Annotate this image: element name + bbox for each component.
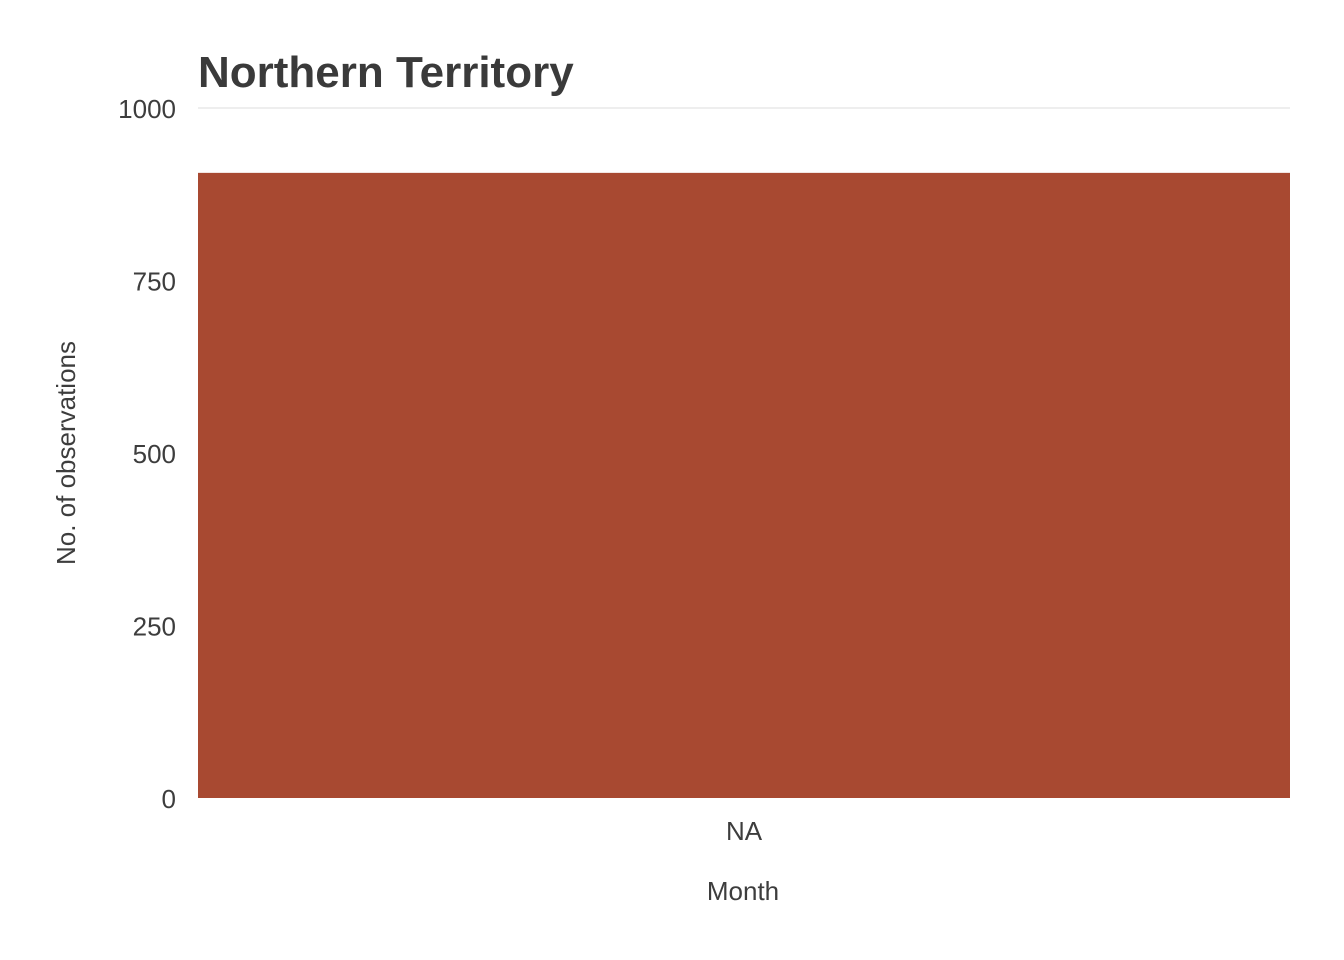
y-tick-label: 250: [133, 612, 176, 642]
y-axis-ticks: 0 250 500 750 1000: [118, 94, 176, 814]
x-tick-label: NA: [726, 816, 763, 846]
y-tick-label: 1000: [118, 94, 176, 124]
y-tick-label: 750: [133, 267, 176, 297]
bar-layer: [198, 172, 1290, 799]
y-tick-label: 500: [133, 439, 176, 469]
y-axis-title: No. of observations: [51, 341, 81, 565]
x-axis-ticks: NA: [726, 816, 763, 846]
y-tick-label: 0: [162, 784, 176, 814]
bar: [198, 172, 1290, 799]
chart-title: Northern Territory: [198, 48, 574, 97]
x-axis-title: Month: [707, 876, 779, 906]
